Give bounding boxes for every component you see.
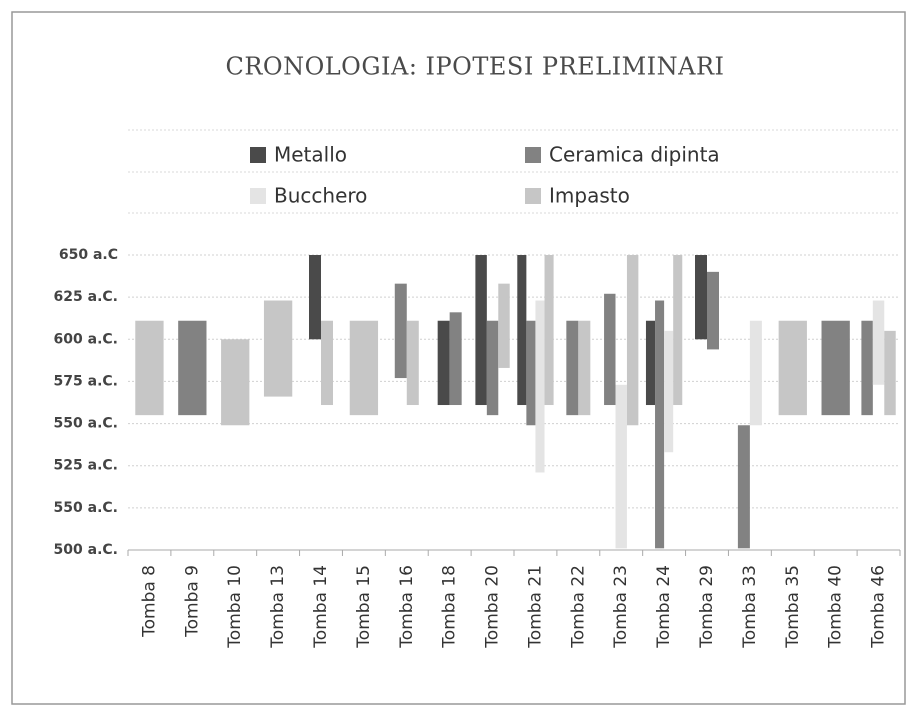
x-tick-label: Tomba 22 [568,565,588,649]
range-bar [655,300,665,549]
x-tick-label: Tomba 35 [783,565,803,649]
x-tick-label: Tomba 14 [311,565,331,649]
legend-label: Metallo [274,143,347,167]
x-tick-label: Tomba 15 [354,565,374,649]
x-tick-label: Tomba 46 [869,565,889,649]
range-bar [861,320,873,416]
x-tick-label: Tomba 18 [440,565,460,649]
x-tick-label: Tomba 9 [182,565,202,638]
x-tick-label: Tomba 16 [397,565,417,649]
y-tick-label: 525 a.C. [54,458,118,474]
y-tick-label: 625 a.C. [54,289,118,305]
range-bar [406,320,419,406]
range-bar [821,320,850,416]
range-bar [664,330,674,453]
x-tick-label: Tomba 21 [525,565,545,649]
range-bar [135,320,164,416]
legend-swatch [525,188,541,204]
range-bar [749,320,762,426]
range-bar [695,255,707,340]
range-bar [517,255,527,406]
range-bar [707,271,719,350]
y-tick-label: 600 a.C. [54,331,118,347]
range-bar [437,320,450,406]
range-bar [535,300,545,473]
x-tick-label: Tomba 8 [139,565,159,638]
range-bar [578,320,591,416]
range-bar [615,384,627,549]
range-bar [486,320,499,416]
legend-swatch [525,147,541,163]
legend-label: Bucchero [274,184,367,208]
legend-label: Ceramica dipinta [549,143,720,167]
range-bar [321,320,333,406]
range-bar [737,425,750,549]
range-bar [778,320,807,416]
range-bar [221,339,250,426]
y-tick-label: 575 a.C. [54,373,118,389]
chart-title: CRONOLOGIA: IPOTESI PRELIMINARI [225,53,724,81]
range-bar [566,320,579,416]
x-tick-label: Tomba 33 [740,565,760,649]
x-tick-label: Tomba 23 [611,565,631,649]
range-bar [626,255,639,426]
range-bar [394,283,407,379]
legend-label: Impasto [549,184,630,208]
range-bar [263,300,293,397]
legend-swatch [250,188,266,204]
x-tick-label: Tomba 24 [654,565,674,649]
x-tick-label: Tomba 29 [697,565,717,649]
range-bar [309,255,321,340]
range-bar [604,293,616,406]
y-tick-label: 500 a.C. [54,542,118,558]
range-bar [498,283,510,368]
y-tick-label: 650 a.C [59,247,118,263]
range-bar [884,330,896,416]
range-bar [526,320,536,426]
range-bar [449,312,462,406]
range-bar [544,255,554,406]
x-tick-label: Tomba 20 [483,565,503,649]
x-tick-label: Tomba 10 [225,565,245,649]
legend-swatch [250,147,266,163]
range-bar [872,300,885,385]
range-bar [178,320,207,416]
y-tick-label: 550 a.C. [54,500,118,516]
frame [11,11,906,705]
range-bar [645,320,656,406]
range-bar [349,320,379,416]
y-tick-label: 550 a.C. [54,416,118,432]
x-tick-label: Tomba 40 [826,565,846,649]
range-bar [475,255,487,406]
range-bar [673,255,683,406]
x-tick-label: Tomba 13 [268,565,288,649]
